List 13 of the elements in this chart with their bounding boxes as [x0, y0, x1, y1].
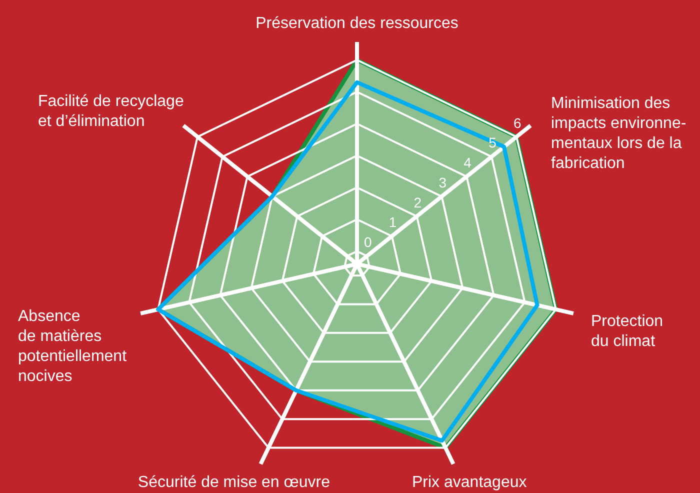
- y-tick-label: 4: [464, 154, 472, 171]
- spoke-label: Facilité de recyclage et d’élimination: [38, 93, 184, 130]
- spoke-label: Minimisation des impacts environne- mentaux lors de la fabrication: [551, 95, 686, 172]
- y-tick-label: 0: [364, 234, 372, 250]
- spoke-label: Préservation des ressources: [256, 15, 458, 32]
- spoke-label: Prix avantageux: [412, 474, 527, 491]
- spoke-label: Sécurité de mise en œuvre: [138, 474, 330, 491]
- y-tick-label: 6: [513, 114, 522, 131]
- y-tick-label: 3: [438, 174, 447, 190]
- spoke-label: Protection du climat: [591, 313, 664, 350]
- y-tick-label: 1: [388, 214, 397, 230]
- spoke-label: Absence de matières potentiellement nocives: [18, 308, 128, 385]
- y-tick-label: 2: [414, 194, 422, 210]
